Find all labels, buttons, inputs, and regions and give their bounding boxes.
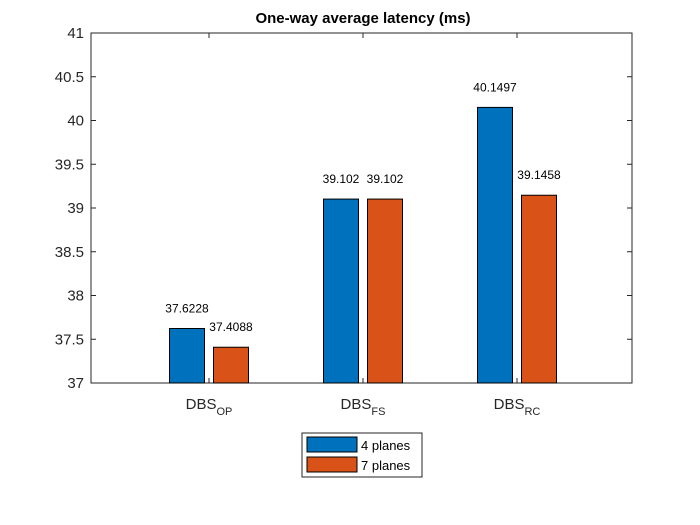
bar-series1-cat1 [169,328,205,384]
x-tick-label: DBSOP [186,396,233,418]
x-tick-label: DBSFS [341,396,386,418]
legend-label: 7 planes [361,458,411,473]
x-tick-label-main: DBS [341,396,372,413]
x-tick-label-sub: FS [371,406,385,418]
x-tick-label-main: DBS [186,396,217,413]
x-tick-label: DBSRC [494,396,541,418]
bar-series1-cat2 [323,198,359,384]
y-tick-label: 37 [67,375,84,392]
chart-title: One-way average latency (ms) [255,10,470,27]
legend-swatch [306,436,358,453]
bar-series2-cat2 [367,198,403,384]
y-tick-label: 38 [67,288,84,305]
data-label: 39.102 [323,172,360,186]
x-axis: DBSOP DBSFS DBSRC [186,33,541,418]
y-tick-label: 37.5 [55,331,84,348]
data-label: 39.102 [367,172,404,186]
data-label: 37.4088 [209,320,253,334]
y-tick-label: 41 [67,25,84,42]
data-label: 37.6228 [165,302,209,316]
data-labels: 37.6228 39.102 40.1497 37.4088 39.102 39.1458 [165,80,561,334]
x-tick-label-sub: RC [524,406,540,418]
x-tick-label-main: DBS [494,396,525,413]
data-label: 40.1497 [473,80,517,94]
legend-swatch [306,456,358,473]
bar-series2-cat1 [213,346,249,384]
y-tick-label: 38.5 [55,244,84,261]
y-tick-label: 40.5 [55,69,84,86]
data-label: 39.1458 [517,168,561,182]
y-tick-label: 39.5 [55,156,84,173]
y-tick-label: 39 [67,200,84,217]
legend-label: 4 planes [361,438,411,453]
legend[interactable]: 4 planes 7 planes [301,432,423,478]
y-axis: 37 37.5 38 38.5 39 39.5 40 40.5 41 [55,25,632,392]
bar-series1-cat3 [477,106,513,384]
x-tick-label-sub: OP [216,406,232,418]
bar-series2-cat3 [521,194,557,384]
bars [169,106,557,384]
y-tick-label: 40 [67,113,84,130]
